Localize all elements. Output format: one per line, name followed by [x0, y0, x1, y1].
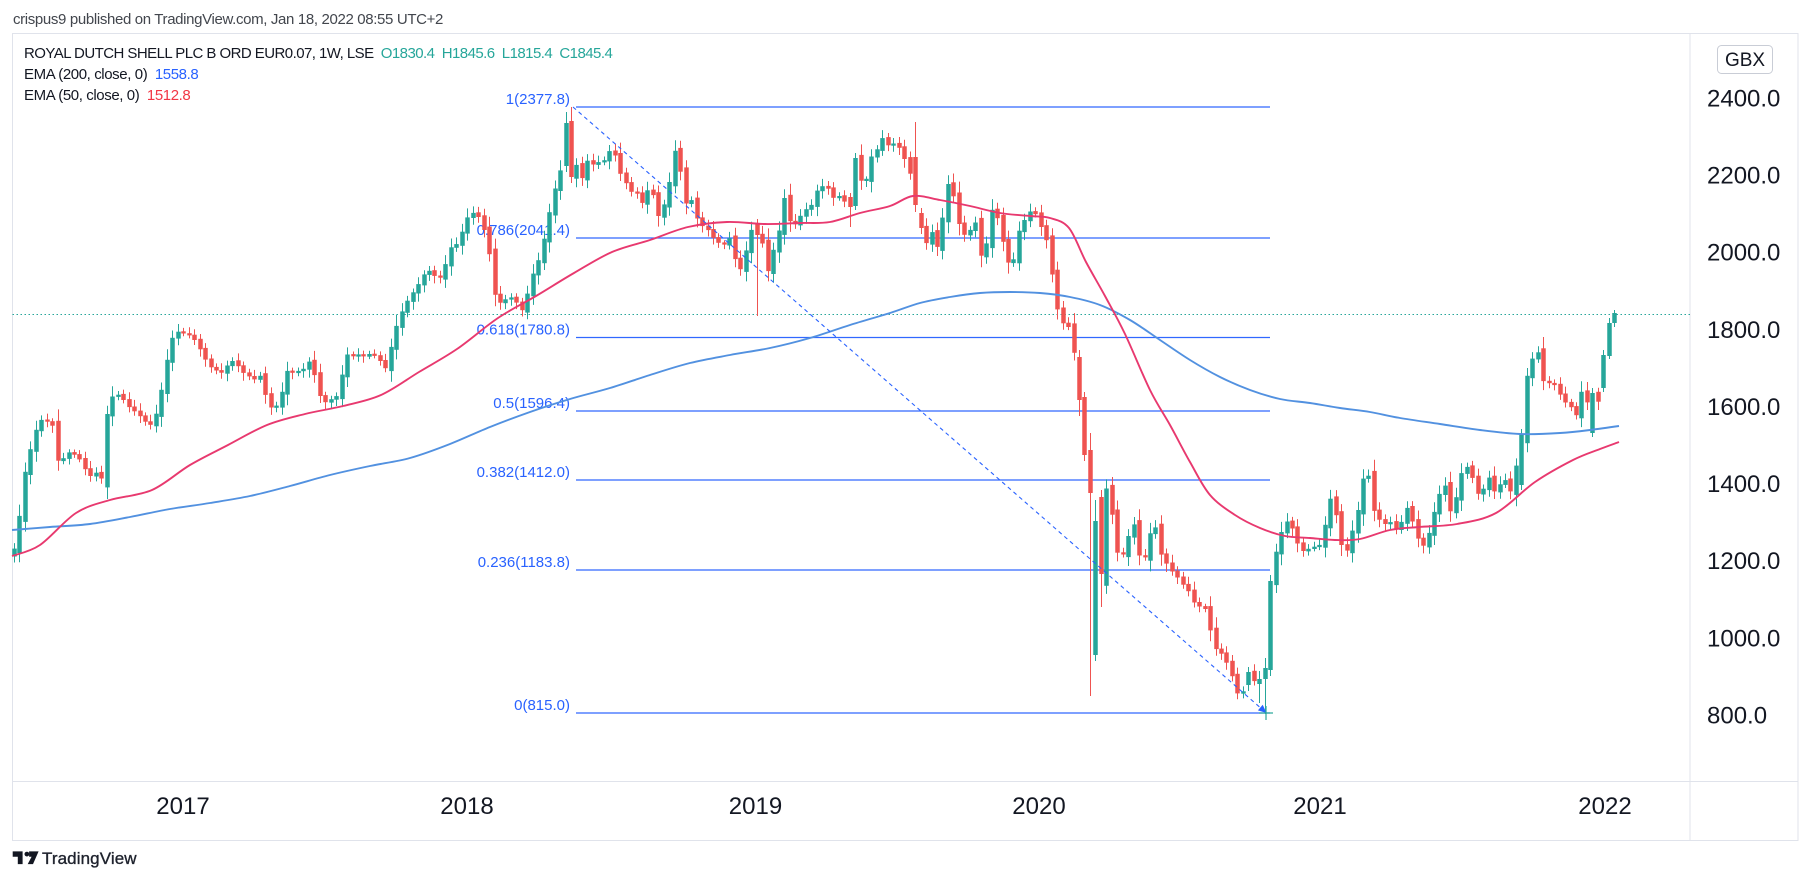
svg-text:1200.0: 1200.0 [1707, 548, 1780, 575]
svg-text:1600.0: 1600.0 [1707, 394, 1780, 421]
svg-text:0.618(1780.8): 0.618(1780.8) [477, 322, 570, 339]
svg-text:2019: 2019 [729, 793, 782, 820]
svg-text:800.0: 800.0 [1707, 703, 1767, 730]
svg-text:crispus9 published on TradingV: crispus9 published on TradingView.com, J… [13, 11, 443, 28]
svg-text:2021: 2021 [1293, 793, 1346, 820]
svg-text:GBX: GBX [1725, 50, 1765, 71]
svg-text:2200.0: 2200.0 [1707, 162, 1780, 189]
svg-text:1400.0: 1400.0 [1707, 471, 1780, 498]
svg-text:1000.0: 1000.0 [1707, 625, 1780, 652]
svg-text:0.786(2041.4): 0.786(2041.4) [477, 222, 570, 239]
svg-text:0.5(1596.4): 0.5(1596.4) [493, 395, 570, 412]
svg-text:0(815.0): 0(815.0) [514, 697, 570, 714]
svg-text:2000.0: 2000.0 [1707, 240, 1780, 267]
svg-text:2018: 2018 [440, 793, 493, 820]
svg-text:2400.0: 2400.0 [1707, 85, 1780, 112]
svg-text:2017: 2017 [156, 793, 209, 820]
svg-text:0.382(1412.0): 0.382(1412.0) [477, 464, 570, 481]
svg-text:0.236(1183.8): 0.236(1183.8) [478, 554, 570, 571]
svg-text:EMA (50, close, 0) 1512.8: EMA (50, close, 0) 1512.8 [24, 87, 190, 104]
svg-text:ROYAL DUTCH SHELL PLC B ORD EU: ROYAL DUTCH SHELL PLC B ORD EUR0.07, 1W,… [24, 45, 612, 62]
svg-text:2020: 2020 [1012, 793, 1065, 820]
svg-text:2022: 2022 [1578, 793, 1631, 820]
svg-text:TradingView: TradingView [42, 849, 137, 868]
svg-text:1(2377.8): 1(2377.8) [506, 91, 570, 108]
svg-text:EMA (200, close, 0) 1558.8: EMA (200, close, 0) 1558.8 [24, 66, 198, 83]
svg-text:1800.0: 1800.0 [1707, 317, 1780, 344]
